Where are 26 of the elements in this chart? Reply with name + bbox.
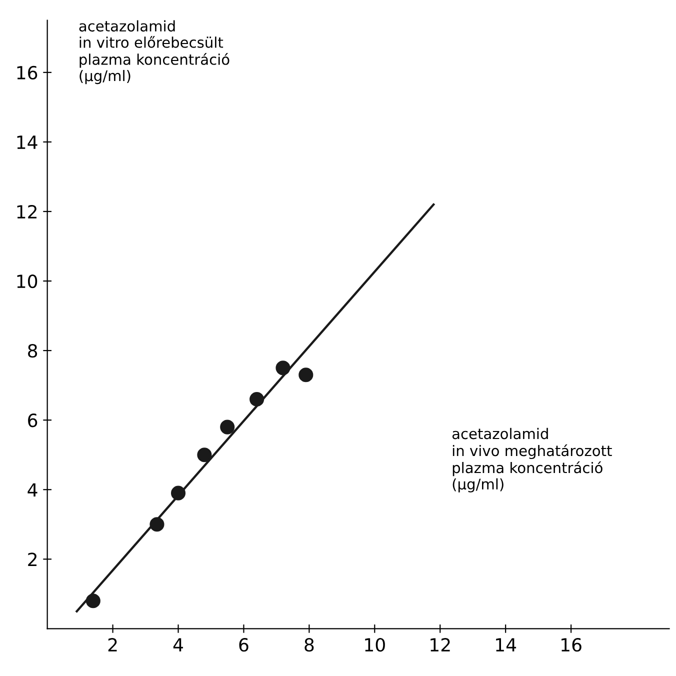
point	[150, 517, 164, 532]
point	[220, 420, 235, 434]
y-tick-label: 2	[28, 552, 36, 566]
y-tick-label: 10	[17, 274, 38, 288]
y-tick-label: 8	[28, 344, 38, 358]
point	[276, 360, 290, 376]
x-axis-title: acetazolamid in vivo meghatározott plazma koncentráció (μg/ml)	[452, 428, 612, 492]
y-axis-title: acetazolamid in vitro előrebecsült plazma koncentráció (μg/ml)	[79, 20, 230, 84]
point	[250, 392, 264, 407]
point	[86, 594, 100, 608]
x-tick-label: 14	[496, 638, 516, 652]
y-tick-label: 6	[28, 414, 38, 428]
y-tick-label: 14	[17, 136, 38, 149]
x-tick-label: 4	[173, 638, 183, 652]
x-tick-label: 16	[562, 638, 582, 652]
point	[197, 448, 212, 462]
point	[170, 486, 186, 500]
y-tick-label: 4	[28, 483, 38, 496]
x-tick-label: 2	[108, 638, 117, 652]
y-tick-label: 16	[17, 66, 38, 80]
x-tick-label: 12	[430, 638, 450, 652]
x-tick-label: 10	[365, 638, 385, 652]
x-tick-label: 6	[239, 638, 248, 652]
x-tick-label: 8	[304, 638, 314, 652]
y-tick-label: 12	[17, 204, 36, 218]
point	[298, 368, 314, 382]
